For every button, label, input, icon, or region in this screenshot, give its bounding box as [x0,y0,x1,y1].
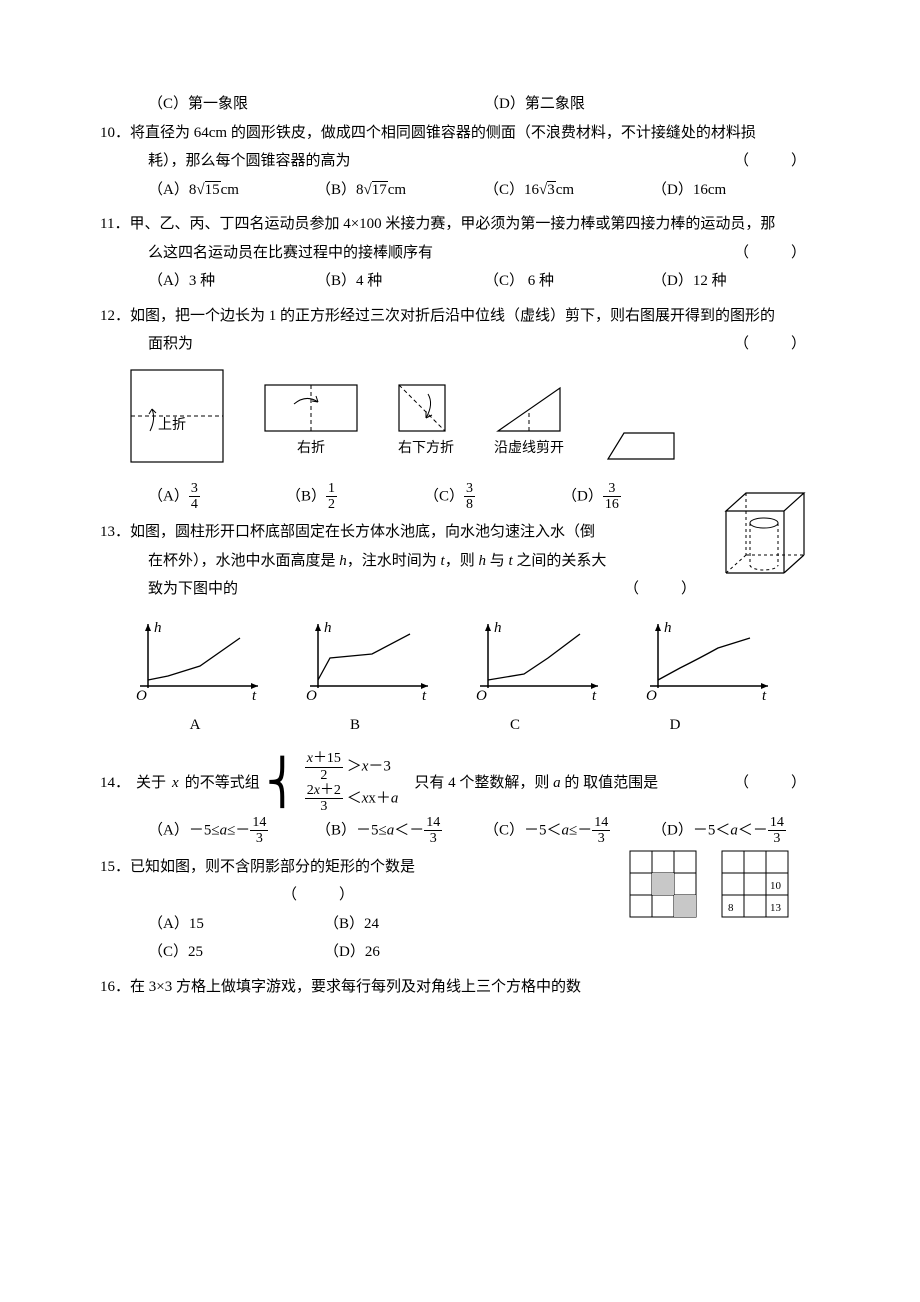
question-11: 11．甲、乙、丙、丁四名运动员参加 4×100 米接力赛，甲必须为第一接力棒或第… [100,210,820,296]
q10-options: （A）815cm （B）817cm （C）163cm （D）16cm [100,176,820,205]
fold-step-1: 上折 [130,369,224,463]
q15-num: 15． [100,859,130,875]
fold-step-4: 沿虚线剪开 [494,384,564,463]
svg-text:O: O [136,688,147,703]
q11-opt-d: （D）12 种 [652,267,820,296]
q11-opt-b: （B）4 种 [316,267,484,296]
question-14: 14． 关于 x 的不等式组 ⎨ xx＋15＋152 ＞x－3 2x＋23 ＜x… [100,751,820,846]
q12-opt-a: （A）34 [148,481,286,513]
svg-text:O: O [306,688,317,703]
q13-graphs: h t O h t O h t O h t [100,618,820,703]
q12-paren: （ ） [734,330,810,359]
q15-opt-a: （A）15 [148,910,324,939]
question-13: 13．如图，圆柱形开口杯底部固定在长方体水池底，向水池匀速注入水（倒 在杯外），… [100,518,820,739]
q14-paren: （ ） [734,769,810,798]
q15-stem: 已知如图，则不含阴影部分的矩形的个数是 [130,859,415,875]
fold2-svg [264,384,358,436]
q13-graph-b: h t O [300,618,440,703]
q12-opt-d: （D）316 [562,481,700,513]
q11-opt-a: （A）3 种 [148,267,316,296]
q13-figure [720,481,810,581]
q12-stem2: 面积为 [148,336,193,352]
q15-opt-b: （B）24 [324,910,500,939]
q12-options: （A）34 （B）12 （C）38 （D）316 [100,481,700,513]
svg-text:t: t [422,688,427,703]
question-16: 16．在 3×3 方格上做填字游戏，要求每行每列及对角线上三个方格中的数 [100,973,820,1002]
q15-opt-d: （D）26 [324,938,500,967]
svg-text:h: h [494,620,502,636]
question-10: 10．将直径为 64cm 的圆形铁皮，做成四个相同圆锥容器的侧面（不浪费材料，不… [100,119,820,205]
q11-num: 11． [100,216,129,232]
fold1-svg: 上折 [130,369,224,463]
svg-text:10: 10 [770,880,782,892]
q11-stem1: 甲、乙、丙、丁四名运动员参加 4×100 米接力赛，甲必须为第一接力棒或第四接力… [129,216,775,232]
svg-text:8: 8 [728,902,734,914]
q14-opt-a: （A）－5≤a≤－143 [148,815,316,847]
q12-fold-diagram: 上折 右折 右下方折 [100,369,820,463]
q14-options: （A）－5≤a≤－143 （B）－5≤a＜－143 （C）－5＜a≤－143 （… [100,815,820,847]
fold-result [604,429,678,463]
q14-opt-c: （C）－5＜a≤－143 [484,815,652,847]
q10-opt-b: （B）817cm [316,176,484,205]
svg-text:h: h [324,620,332,636]
svg-text:O: O [646,688,657,703]
question-12: 12．如图，把一个边长为 1 的正方形经过三次对折后沿中位线（虚线）剪下，则右图… [100,302,820,513]
q14-num: 14． [100,769,130,798]
q13-graph-c: h t O [470,618,610,703]
q13-paren: （ ） [624,575,700,604]
q14-opt-d: （D）－5＜a＜－143 [652,815,820,847]
q11-opt-c: （C） 6 种 [484,267,652,296]
q13-graph-d: h t O [640,618,780,703]
q15-paren: （ ） [282,881,358,910]
q12-opt-b: （B）12 [286,481,424,513]
q9-opt-c: （C）第一象限 [148,90,484,119]
q12-opt-c: （C）38 [424,481,562,513]
fold-step-2: 右折 [264,384,358,463]
q12-num: 12． [100,308,130,324]
q16-num: 16． [100,979,130,995]
fold5-svg [604,429,678,463]
q15-grid-numbers: 10 8 13 [720,849,790,927]
svg-text:t: t [592,688,597,703]
fold4-svg [494,384,564,436]
q11-stem2: 么这四名运动员在比赛过程中的接棒顺序有 [148,245,433,261]
svg-text:h: h [154,620,162,636]
svg-text:h: h [664,620,672,636]
q15-grid-shaded [628,849,698,919]
q10-opt-d: （D）16cm [652,176,820,205]
q9-opt-d: （D）第二象限 [484,90,820,119]
fold-step-3: 右下方折 [398,384,454,463]
q11-options: （A）3 种 （B）4 种 （C） 6 种 （D）12 种 [100,267,820,296]
q10-paren: （ ） [734,147,810,176]
svg-text:上折: 上折 [158,417,186,433]
q10-num: 10． [100,125,130,141]
q13-stem1: 如图，圆柱形开口杯底部固定在长方体水池底，向水池匀速注入水（倒 [130,524,595,540]
q13-graph-a: h t O [130,618,270,703]
fold3-svg [398,384,450,436]
q13-num: 13． [100,524,130,540]
q15-options-2: （C）25 （D）26 [100,938,500,967]
q10-stem1: 将直径为 64cm 的圆形铁皮，做成四个相同圆锥容器的侧面（不浪费材料，不计接缝… [130,125,756,141]
svg-text:13: 13 [770,902,782,914]
q15-figures: 10 8 13 [628,849,790,927]
q10-opt-c: （C）163cm [484,176,652,205]
q9-options-tail: （C）第一象限 （D）第二象限 [100,90,820,119]
inequality-system: xx＋15＋152 ＞x－3 2x＋23 ＜xx＋a [305,751,399,815]
q13-graph-labels: A B C D [100,711,740,740]
question-15: 10 8 13 15．已知如图，则不含阴影部分的矩形的个数是 （ ） （A）15… [100,853,820,967]
brace-icon: ⎨ [266,761,299,805]
q14-opt-b: （B）－5≤a＜－143 [316,815,484,847]
q15-opt-c: （C）25 [148,938,324,967]
q15-options-1: （A）15 （B）24 [100,910,500,939]
svg-text:t: t [252,688,257,703]
q11-paren: （ ） [734,239,810,268]
q16-stem: 在 3×3 方格上做填字游戏，要求每行每列及对角线上三个方格中的数 [130,979,581,995]
q10-stem2: 耗），那么每个圆锥容器的高为 [148,153,351,169]
q12-stem1: 如图，把一个边长为 1 的正方形经过三次对折后沿中位线（虚线）剪下，则右图展开得… [130,308,775,324]
q10-opt-a: （A）815cm [148,176,316,205]
svg-text:t: t [762,688,767,703]
q13-stem3: 致为下图中的 [148,581,238,597]
svg-text:O: O [476,688,487,703]
